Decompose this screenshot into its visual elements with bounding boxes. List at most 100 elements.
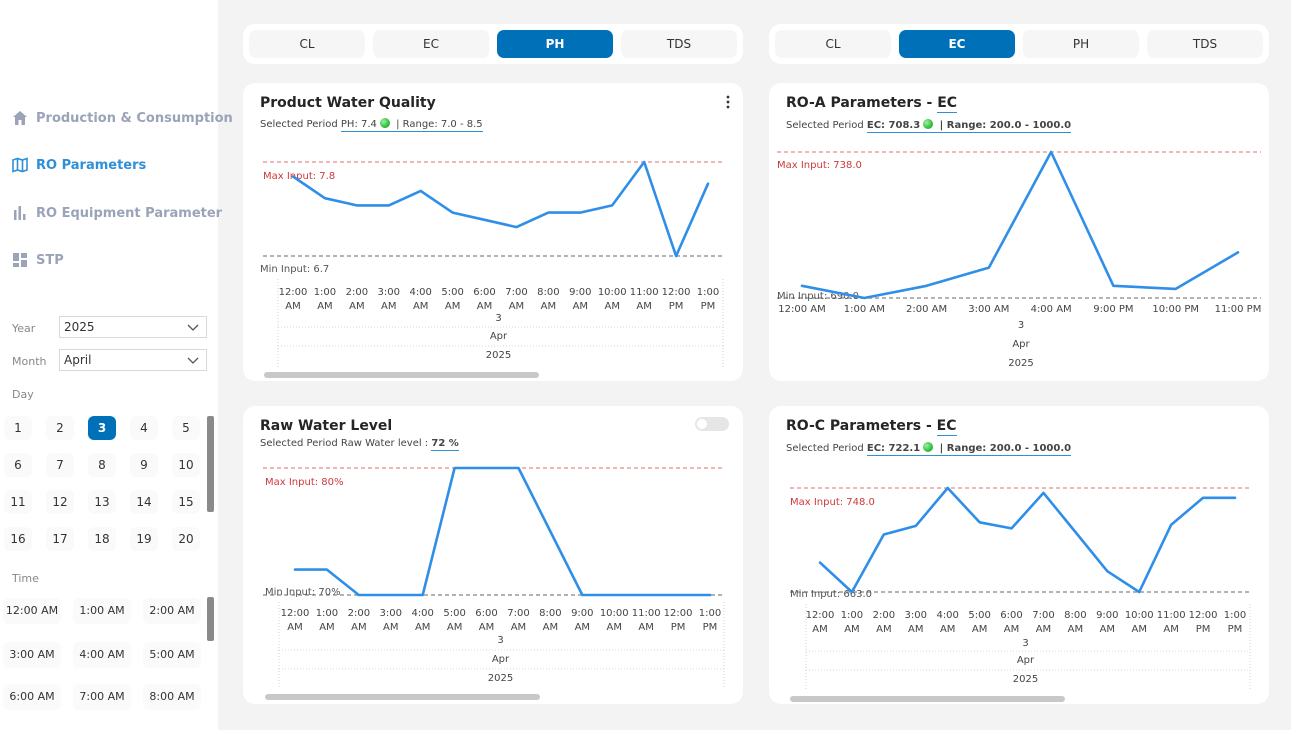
x-tick-label: PM [1196,624,1211,635]
more-options-icon[interactable] [725,95,731,109]
x-tick-label: 1:00 [699,608,721,619]
day-scrollbar[interactable] [207,416,214,512]
tab-ec[interactable]: EC [899,30,1015,58]
x-tick-label: PM [1228,624,1243,635]
x-tick-label: AM [972,624,987,635]
status-dot-icon [923,442,934,452]
x-tick-label: 3:00 [905,610,927,621]
x-tick-label: AM [604,301,619,312]
x-hierarchy-label: 3 [1022,638,1028,649]
sub-prefix: Selected Period [786,443,867,454]
chart-scrollbar[interactable] [265,694,540,700]
x-hierarchy-label: 2025 [1008,358,1033,369]
time-option[interactable]: 12:00 AM [3,598,61,624]
x-hierarchy-label: 2025 [488,673,513,684]
toggle-switch[interactable] [695,417,729,431]
time-option[interactable]: 6:00 AM [3,684,61,710]
time-option[interactable]: 3:00 AM [3,642,61,668]
day-option-1[interactable]: 1 [4,416,32,440]
day-option-16[interactable]: 16 [4,527,32,551]
x-tick-label: AM [1100,624,1115,635]
day-option-14[interactable]: 14 [130,490,158,514]
time-option[interactable]: 1:00 AM [73,598,131,624]
x-tick-label: AM [1163,624,1178,635]
x-hierarchy-label: Apr [490,331,508,342]
range-text: | Range: 200.0 - 1000.0 [936,443,1072,454]
tab-tds[interactable]: TDS [621,30,737,58]
day-option-9[interactable]: 9 [130,453,158,477]
x-tick-label: AM [575,622,590,633]
day-option-4[interactable]: 4 [130,416,158,440]
nav-ro-parameters[interactable]: RO Parameters [12,157,146,173]
card-title: RO-A Parameters - EC [786,95,958,113]
month-dropdown[interactable]: April [59,349,207,371]
card-subtitle: Selected Period PH: 7.4 | Range: 7.0 - 8… [260,118,483,132]
x-tick-label: 5:00 [968,610,990,621]
x-tick-label: 9:00 PM [1093,304,1133,315]
nav-label: RO Equipment Parameter [36,205,223,221]
x-tick-label: 1:00 [1224,610,1246,621]
day-option-15[interactable]: 15 [172,490,200,514]
x-tick-label: 11:00 [630,287,659,298]
x-tick-label: AM [511,622,526,633]
chart-ro-a-parameters: Max Input: 738.0 Min Input: 690.0 12:00 AM… [777,150,1262,369]
tab-cl[interactable]: CL [775,30,891,58]
map-icon [12,157,28,173]
nav-label: STP [36,252,64,268]
nav-production-consumption[interactable]: Production & Consumption [12,110,233,126]
day-option-13[interactable]: 13 [88,490,116,514]
day-option-5[interactable]: 5 [172,416,200,440]
sub-prefix: Selected Period [260,119,341,130]
x-tick-label: AM [413,301,428,312]
day-option-10[interactable]: 10 [172,453,200,477]
x-tick-label: AM [287,622,302,633]
time-scrollbar[interactable] [207,597,214,641]
day-option-8[interactable]: 8 [88,453,116,477]
nav-stp[interactable]: STP [12,252,64,268]
day-option-18[interactable]: 18 [88,527,116,551]
x-tick-label: AM [1036,624,1051,635]
time-option[interactable]: 4:00 AM [73,642,131,668]
max-input-label: Max Input: 7.8 [263,171,335,182]
x-tick-label: AM [940,624,955,635]
day-option-7[interactable]: 7 [46,453,74,477]
x-tick-label: 4:00 [936,610,958,621]
nav-ro-equipment-parameter[interactable]: RO Equipment Parameter [12,205,222,221]
card-title: RO-C Parameters - EC [786,418,957,436]
x-hierarchy-label: 3 [497,635,503,646]
tab-ec[interactable]: EC [373,30,489,58]
x-tick-label: AM [285,301,300,312]
chart-scrollbar[interactable] [790,696,1065,702]
card-subtitle: Selected Period Raw Water level : 72 % [260,438,459,451]
day-option-11[interactable]: 11 [4,490,32,514]
day-option-17[interactable]: 17 [46,527,74,551]
x-tick-label: 5:00 [441,287,463,298]
tab-cl[interactable]: CL [249,30,365,58]
day-option-2[interactable]: 2 [46,416,74,440]
x-tick-label: AM [812,624,827,635]
day-option-19[interactable]: 19 [130,527,158,551]
time-option[interactable]: 8:00 AM [143,684,201,710]
range-text: | Range: 7.0 - 8.5 [392,119,483,130]
day-option-20[interactable]: 20 [172,527,200,551]
chart-scrollbar[interactable] [264,372,539,378]
time-option[interactable]: 5:00 AM [143,642,201,668]
card-title: Product Water Quality [260,95,436,111]
x-tick-label: 9:00 [1096,610,1118,621]
year-dropdown[interactable]: 2025 [59,316,207,338]
day-option-3[interactable]: 3 [88,416,116,440]
x-tick-label: 2:00 [346,287,368,298]
tab-ph[interactable]: PH [497,30,613,58]
x-tick-label: AM [908,624,923,635]
time-option[interactable]: 7:00 AM [73,684,131,710]
bar-chart-icon [14,206,26,220]
day-option-12[interactable]: 12 [46,490,74,514]
card-ro-a-parameters: RO-A Parameters - EC Selected Period EC:… [769,83,1269,381]
tab-ph[interactable]: PH [1023,30,1139,58]
tab-tds[interactable]: TDS [1147,30,1263,58]
x-tick-label: 2:00 [348,608,370,619]
time-option[interactable]: 2:00 AM [143,598,201,624]
x-tick-label: AM [844,624,859,635]
x-tick-label: 11:00 PM [1215,304,1262,315]
day-option-6[interactable]: 6 [4,453,32,477]
